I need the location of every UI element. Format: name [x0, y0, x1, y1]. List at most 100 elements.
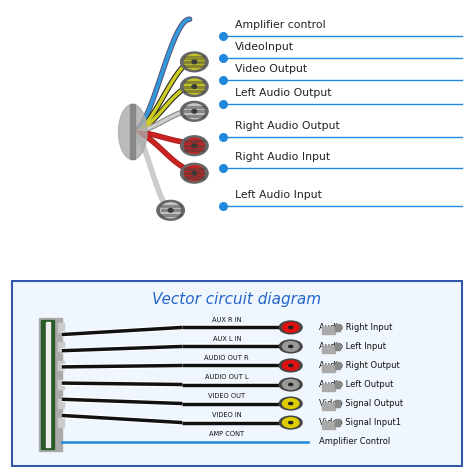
Ellipse shape: [279, 378, 302, 391]
Ellipse shape: [118, 104, 147, 159]
Bar: [184, 106, 204, 108]
Ellipse shape: [181, 77, 208, 97]
Bar: [58, 381, 64, 389]
Bar: [322, 365, 335, 369]
Bar: [184, 145, 204, 147]
Bar: [58, 400, 64, 408]
Ellipse shape: [192, 144, 197, 147]
Bar: [130, 104, 135, 159]
Bar: [184, 110, 204, 112]
Bar: [322, 368, 335, 372]
Bar: [58, 323, 64, 331]
Ellipse shape: [283, 399, 299, 409]
Ellipse shape: [289, 421, 293, 424]
Ellipse shape: [181, 101, 208, 121]
Ellipse shape: [157, 201, 184, 220]
Bar: [335, 324, 340, 331]
Bar: [184, 56, 204, 59]
Bar: [161, 209, 181, 211]
Text: Video Output: Video Output: [235, 64, 307, 73]
Bar: [322, 384, 335, 388]
Bar: [322, 387, 335, 391]
Bar: [322, 327, 335, 330]
Text: Amplifier Control: Amplifier Control: [319, 437, 390, 446]
Text: Amplifier control: Amplifier control: [235, 20, 325, 30]
Text: VIDEO IN: VIDEO IN: [212, 412, 242, 418]
Ellipse shape: [192, 109, 197, 113]
Text: Audio Left Input: Audio Left Input: [319, 342, 386, 351]
Ellipse shape: [192, 60, 197, 64]
Text: Video Signal Output: Video Signal Output: [319, 399, 403, 408]
Ellipse shape: [184, 166, 204, 181]
Ellipse shape: [161, 203, 181, 218]
Ellipse shape: [289, 326, 293, 328]
Ellipse shape: [283, 342, 299, 351]
Bar: [322, 422, 335, 426]
Bar: [161, 214, 181, 216]
Ellipse shape: [181, 164, 208, 183]
Ellipse shape: [184, 79, 204, 94]
Bar: [335, 362, 340, 369]
Bar: [322, 406, 335, 410]
Ellipse shape: [279, 340, 302, 353]
Text: VIDEO OUT: VIDEO OUT: [208, 393, 246, 399]
Bar: [184, 61, 204, 63]
Bar: [322, 346, 335, 350]
Bar: [184, 81, 204, 83]
Text: Vector circuit diagram: Vector circuit diagram: [153, 292, 321, 307]
Bar: [184, 65, 204, 67]
FancyBboxPatch shape: [12, 281, 462, 466]
Ellipse shape: [279, 321, 302, 334]
Ellipse shape: [283, 322, 299, 332]
Ellipse shape: [289, 365, 293, 366]
Text: Right Audio Output: Right Audio Output: [235, 121, 339, 131]
Text: Right Audio Input: Right Audio Input: [235, 152, 330, 162]
Bar: [58, 342, 64, 351]
Bar: [335, 343, 340, 350]
Bar: [184, 90, 204, 92]
Text: AUDIO OUT L: AUDIO OUT L: [205, 374, 248, 380]
Text: Left Audio Output: Left Audio Output: [235, 89, 331, 99]
Bar: [184, 168, 204, 170]
Ellipse shape: [283, 380, 299, 389]
Text: Audio Left Output: Audio Left Output: [319, 380, 393, 389]
Bar: [41, 320, 54, 449]
Bar: [335, 400, 340, 407]
Ellipse shape: [289, 402, 293, 405]
Bar: [184, 115, 204, 117]
Text: Audio Right Input: Audio Right Input: [319, 323, 392, 332]
Bar: [184, 140, 204, 142]
Ellipse shape: [168, 209, 173, 212]
Bar: [161, 205, 181, 207]
Bar: [46, 322, 50, 447]
Bar: [322, 425, 335, 429]
Ellipse shape: [283, 418, 299, 428]
Bar: [58, 419, 64, 427]
Ellipse shape: [181, 136, 208, 155]
Text: Video Signal Input1: Video Signal Input1: [319, 418, 401, 427]
Bar: [184, 149, 204, 151]
Bar: [335, 381, 340, 388]
Bar: [184, 172, 204, 174]
Ellipse shape: [184, 55, 204, 69]
Text: Left Audio Input: Left Audio Input: [235, 190, 321, 200]
Bar: [335, 419, 340, 426]
Bar: [39, 318, 62, 451]
Ellipse shape: [181, 52, 208, 72]
Bar: [322, 349, 335, 353]
Ellipse shape: [289, 383, 293, 386]
Bar: [184, 85, 204, 88]
Ellipse shape: [279, 397, 302, 410]
Text: Audio Right Output: Audio Right Output: [319, 361, 400, 370]
Text: AUDIO OUT R: AUDIO OUT R: [204, 355, 249, 361]
Bar: [184, 176, 204, 179]
Ellipse shape: [184, 104, 204, 119]
Ellipse shape: [279, 416, 302, 429]
Ellipse shape: [289, 346, 293, 347]
Ellipse shape: [279, 359, 302, 372]
Text: VideoInput: VideoInput: [235, 42, 293, 52]
Text: AMP CONT: AMP CONT: [209, 431, 244, 437]
Text: AUX L IN: AUX L IN: [212, 336, 241, 342]
Bar: [322, 330, 335, 334]
Ellipse shape: [184, 138, 204, 153]
